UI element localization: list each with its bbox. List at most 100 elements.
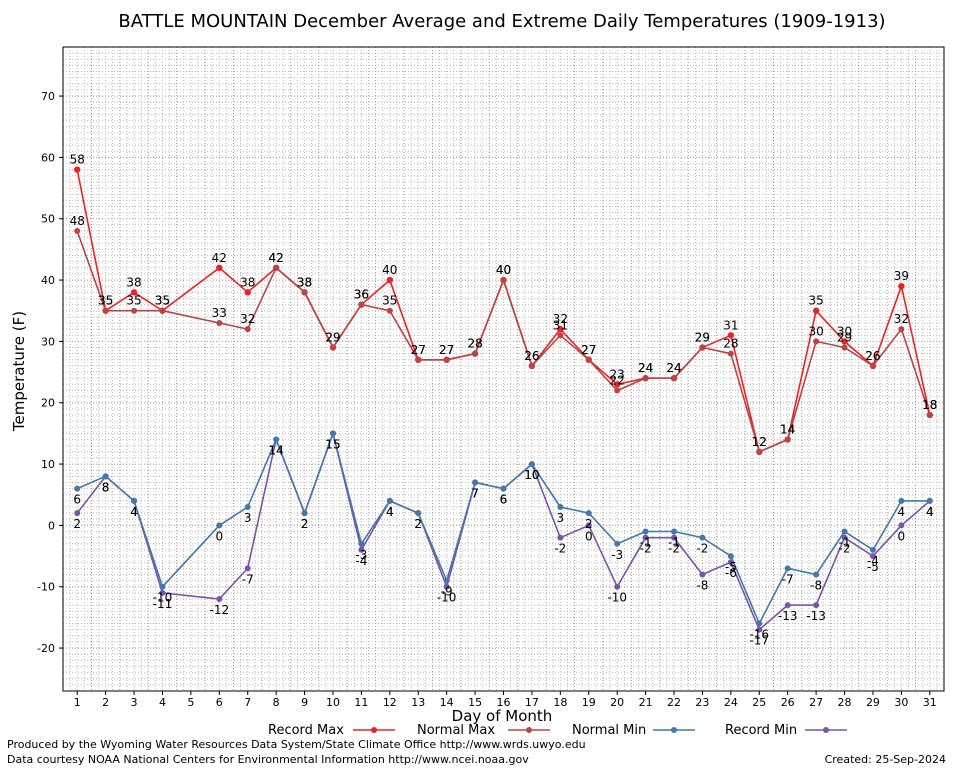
point-record-min <box>671 534 678 541</box>
x-tick-label: 24 <box>724 696 738 709</box>
point-normal-max <box>671 375 678 382</box>
data-label-normal-max: 38 <box>297 275 312 289</box>
x-tick-label: 19 <box>582 696 596 709</box>
point-normal-min <box>386 497 393 504</box>
point-normal-min <box>926 497 933 504</box>
data-label-record-min: 8 <box>102 480 110 494</box>
point-normal-max <box>301 289 308 296</box>
point-normal-min <box>273 436 280 443</box>
point-normal-max <box>386 307 393 314</box>
point-record-max <box>557 325 564 333</box>
series-normal-min <box>74 430 933 627</box>
point-record-min <box>557 534 564 541</box>
x-tick-label: 28 <box>838 696 852 709</box>
point-record-max <box>727 332 735 339</box>
point-normal-min <box>415 510 422 517</box>
data-label-normal-max: 35 <box>98 294 113 308</box>
data-label-record-min: 4 <box>386 505 394 519</box>
data-label-normal-max: 32 <box>894 312 909 326</box>
y-axis-label: Temperature (F) <box>10 311 28 432</box>
data-label-record-max: 39 <box>894 269 909 283</box>
data-label-normal-min: -4 <box>867 554 879 568</box>
point-record-max <box>74 166 81 173</box>
y-tick-label: 40 <box>41 274 55 287</box>
legend-label: Record Min <box>725 723 797 738</box>
data-label-record-max: 12 <box>752 435 767 449</box>
data-label-record-max: 27 <box>411 343 426 357</box>
x-tick-label: 20 <box>610 696 624 709</box>
data-label-record-min: -4 <box>355 554 367 568</box>
data-label-record-max: 38 <box>240 275 255 289</box>
point-normal-min <box>756 620 763 627</box>
data-label-record-min: 6 <box>500 493 508 507</box>
data-label-record-min: -7 <box>242 572 254 586</box>
point-record-min <box>614 583 621 590</box>
point-normal-min <box>216 522 223 529</box>
legend-swatch-marker <box>371 727 377 733</box>
point-record-min <box>443 583 450 590</box>
point-record-min <box>159 589 166 596</box>
point-normal-max <box>813 338 820 345</box>
x-tick-label: 18 <box>553 696 567 709</box>
legend-item-normal-min: Normal Min <box>572 723 695 738</box>
data-label-record-max: 30 <box>837 324 852 338</box>
point-normal-max <box>329 344 336 351</box>
point-record-min <box>756 626 763 633</box>
point-normal-min <box>813 571 820 578</box>
point-normal-min <box>699 534 706 541</box>
data-label-normal-max: 18 <box>922 398 937 412</box>
y-tick-label: -10 <box>37 581 55 594</box>
data-label-normal-min: 0 <box>215 529 223 543</box>
data-label-normal-min: 2 <box>585 517 593 531</box>
legend-swatch-marker <box>823 727 829 733</box>
x-tick-label: 10 <box>326 696 340 709</box>
legend-swatch-marker <box>671 727 677 733</box>
data-label-normal-max: 14 <box>780 423 795 437</box>
data-label-record-max: 24 <box>666 361 681 375</box>
point-normal-max <box>528 362 535 369</box>
data-label-normal-max: 48 <box>70 214 85 228</box>
point-normal-min <box>614 540 621 547</box>
point-record-min <box>699 571 706 578</box>
data-label-record-max: 27 <box>439 343 454 357</box>
point-normal-max <box>74 228 81 234</box>
data-label-normal-max: 26 <box>524 349 539 363</box>
y-tick-label: 50 <box>41 213 55 226</box>
x-tick-label: 21 <box>639 696 653 709</box>
point-normal-max <box>614 387 621 394</box>
x-tick-label: 12 <box>383 696 397 709</box>
data-label-record-max: 26 <box>524 349 539 363</box>
point-record-max <box>130 289 138 296</box>
point-normal-min <box>301 510 308 517</box>
data-label-record-max: 35 <box>98 294 113 308</box>
data-label-normal-max: 27 <box>581 343 596 357</box>
point-normal-min <box>727 553 734 560</box>
data-label-record-max: 35 <box>155 294 170 308</box>
x-tick-label: 25 <box>752 696 766 709</box>
x-tick-label: 1 <box>74 696 81 709</box>
data-label-normal-max: 36 <box>354 288 369 302</box>
x-tick-label: 13 <box>411 696 425 709</box>
data-label-normal-min: 2 <box>414 517 422 531</box>
x-tick-label: 29 <box>866 696 880 709</box>
point-normal-max <box>102 307 109 314</box>
data-label-record-max: 27 <box>581 343 596 357</box>
data-label-normal-min: -16 <box>749 628 769 642</box>
point-normal-min <box>329 430 336 437</box>
data-label-normal-min: 4 <box>898 505 906 519</box>
x-tick-label: 3 <box>131 696 138 709</box>
point-normal-max <box>756 448 763 455</box>
footer-created: Created: 25-Sep-2024 <box>825 753 946 766</box>
data-label-record-min: -5 <box>867 560 879 574</box>
data-label-normal-max: 33 <box>212 306 227 320</box>
point-normal-max <box>557 332 564 339</box>
x-tick-label: 23 <box>695 696 709 709</box>
data-label-normal-max: 35 <box>155 294 170 308</box>
x-tick-label: 16 <box>497 696 511 709</box>
data-label-record-min: -6 <box>725 566 737 580</box>
data-label-record-max: 31 <box>723 318 738 332</box>
data-label-record-max: 38 <box>297 275 312 289</box>
y-tick-label: 0 <box>48 519 55 532</box>
data-label-normal-max: 32 <box>240 312 255 326</box>
data-label-record-min: 4 <box>130 505 138 519</box>
